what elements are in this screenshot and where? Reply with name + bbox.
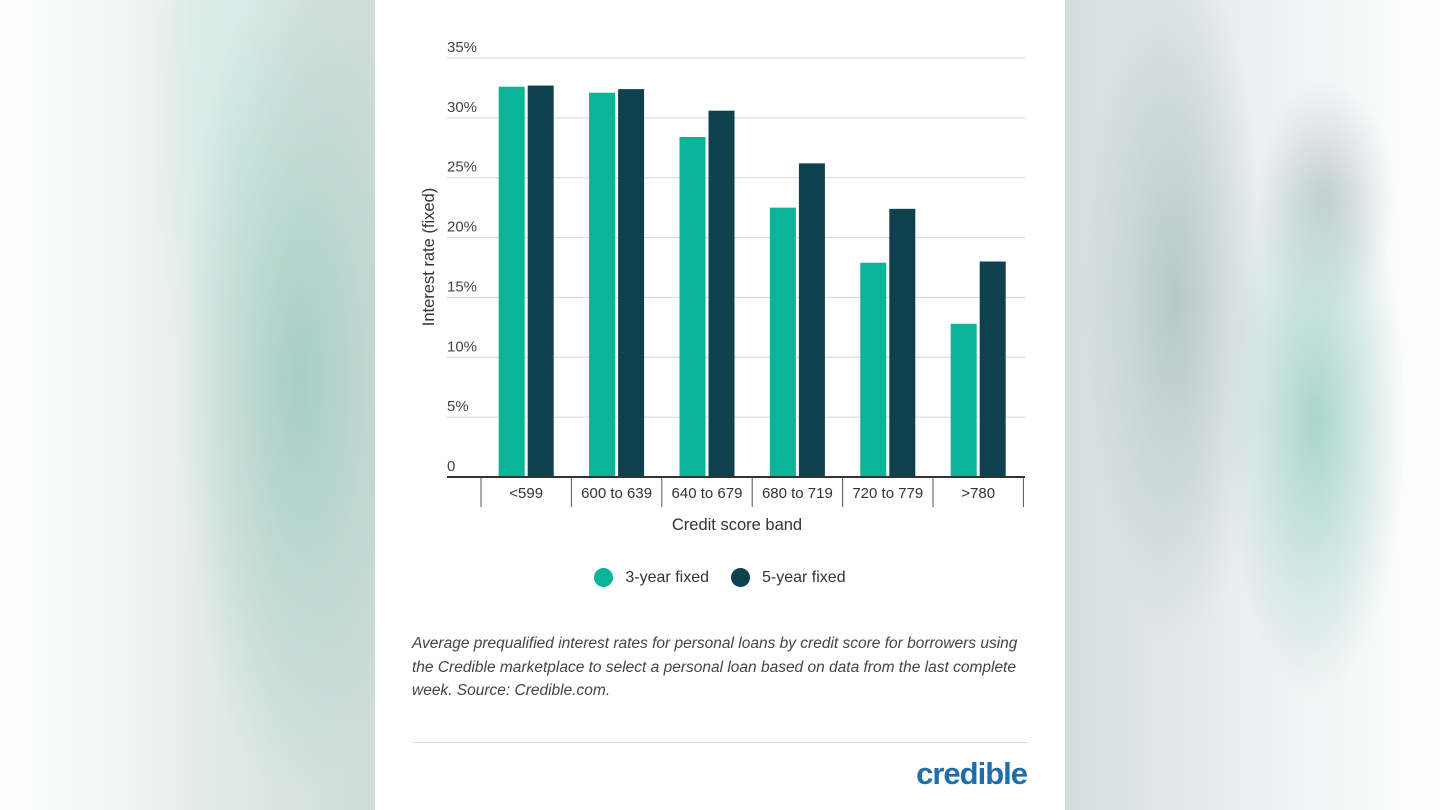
y-tick-label: 35%	[447, 39, 477, 56]
bar-5-year	[979, 261, 1006, 477]
x-tick-label: 680 to 719	[762, 485, 833, 502]
bars	[498, 85, 1006, 478]
legend: 3-year fixed 5-year fixed	[375, 568, 1065, 587]
x-tick-labels: <599 600 to 639 640 to 679 680 to 719 720 to…	[509, 485, 995, 502]
x-axis	[447, 476, 1025, 507]
bar-3-year	[950, 323, 977, 477]
bar-5-year	[798, 163, 825, 477]
bar-3-year	[769, 207, 796, 477]
x-tick-label: >780	[961, 485, 995, 502]
blurred-background-left	[0, 0, 375, 810]
bar-3-year	[498, 86, 525, 477]
y-tick-label: 5%	[447, 398, 469, 415]
y-tick-label: 0	[447, 458, 455, 475]
chart-card: 0 5% 10% 15% 20% 25% 30% 35% <599 600 to 639 640 …	[375, 0, 1065, 810]
legend-swatch-5-year	[731, 568, 750, 587]
legend-item-5-year: 5-year fixed	[731, 568, 846, 587]
credible-logo: credible	[916, 756, 1028, 791]
bar-3-year	[589, 92, 616, 478]
y-tick-label: 30%	[447, 99, 477, 116]
y-tick-label: 15%	[447, 278, 477, 295]
x-axis-title: Credit score band	[672, 516, 802, 534]
bar-5-year	[889, 208, 916, 477]
x-tick-label: 600 to 639	[581, 485, 652, 502]
y-tick-label: 20%	[447, 219, 477, 236]
chart-caption: Average prequalified interest rates for …	[412, 635, 1018, 699]
divider	[412, 742, 1027, 743]
legend-swatch-3-year	[594, 568, 614, 587]
y-tick-labels: 0 5% 10% 15% 20% 25% 30% 35%	[447, 39, 477, 475]
bar-5-year	[618, 89, 645, 477]
y-tick-label: 25%	[447, 159, 477, 176]
y-tick-label: 10%	[447, 338, 477, 355]
x-tick-label: 720 to 779	[852, 485, 923, 502]
bar-3-year	[860, 262, 887, 477]
x-tick-label: <599	[509, 485, 543, 502]
x-tick-label: 640 to 679	[672, 485, 743, 502]
bar-chart: 0 5% 10% 15% 20% 25% 30% 35% <599 600 to 639 640 …	[420, 39, 1025, 534]
bar-5-year	[527, 85, 554, 477]
bar-3-year	[679, 137, 706, 478]
legend-label-5-year: 5-year fixed	[762, 568, 846, 586]
blurred-background-right	[1065, 0, 1440, 810]
legend-label-3-year: 3-year fixed	[625, 568, 709, 586]
legend-item-3-year: 3-year fixed	[594, 568, 709, 587]
bar-5-year	[708, 110, 735, 477]
y-axis-title: Interest rate (fixed)	[420, 188, 438, 326]
